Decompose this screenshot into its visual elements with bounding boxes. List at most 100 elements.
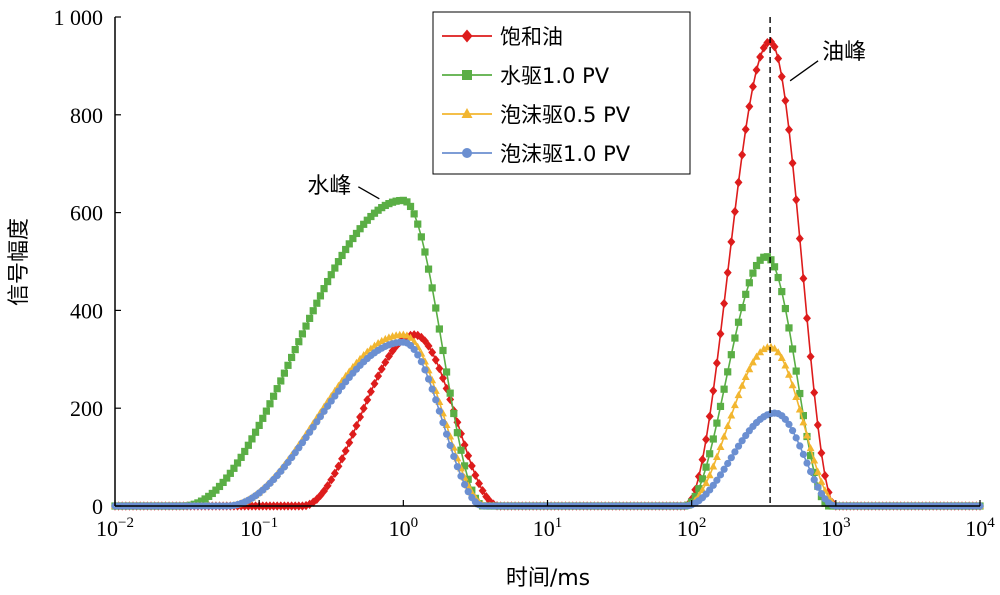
legend-box <box>432 11 691 175</box>
data-point <box>241 447 249 456</box>
data-point <box>727 411 736 419</box>
data-point <box>421 248 429 256</box>
data-point <box>788 381 797 389</box>
data-point <box>709 386 718 396</box>
data-point <box>342 245 350 254</box>
data-point <box>796 442 804 450</box>
data-point <box>720 385 728 393</box>
data-point <box>730 206 739 217</box>
x-tick-label: 101 <box>533 515 563 541</box>
data-point <box>803 459 811 467</box>
data-point <box>251 428 260 436</box>
data-point <box>756 256 764 264</box>
data-point <box>745 101 754 112</box>
x-axis-title: 时间/ms <box>506 566 590 591</box>
data-point <box>377 336 386 345</box>
data-point <box>302 322 310 330</box>
data-point <box>724 459 732 468</box>
data-point <box>352 229 361 238</box>
data-point <box>817 490 826 498</box>
data-point <box>803 431 811 439</box>
data-point <box>759 43 768 53</box>
data-point <box>208 489 216 498</box>
data-point <box>738 381 747 389</box>
data-point <box>738 150 747 160</box>
data-point <box>795 233 804 244</box>
data-point <box>323 481 332 491</box>
data-point <box>327 475 336 485</box>
data-point <box>244 441 252 449</box>
data-point <box>424 375 433 383</box>
data-point <box>313 418 321 426</box>
data-point <box>781 304 789 313</box>
data-point <box>691 485 700 495</box>
x-tick-label: 10−2 <box>96 515 134 541</box>
data-point <box>734 442 743 450</box>
data-point <box>432 396 440 404</box>
data-point <box>799 411 807 420</box>
data-point <box>774 53 783 64</box>
data-point <box>334 461 343 471</box>
data-point <box>720 465 728 473</box>
data-point <box>384 351 393 361</box>
data-point <box>233 459 242 467</box>
data-point <box>464 451 473 461</box>
data-point <box>482 491 491 502</box>
data-point <box>316 412 325 421</box>
data-point <box>205 492 213 500</box>
data-point <box>356 225 364 233</box>
data-point <box>770 263 779 271</box>
data-point <box>215 482 224 491</box>
data-point <box>431 355 440 365</box>
data-point <box>792 392 801 400</box>
data-point <box>298 439 307 447</box>
data-point <box>752 352 761 360</box>
series-4 <box>111 338 984 510</box>
y-tick-label: 200 <box>70 396 103 421</box>
data-point <box>713 419 721 427</box>
data-point <box>813 420 822 430</box>
series-line <box>115 199 980 507</box>
annotation-leader <box>789 60 819 82</box>
data-point <box>756 52 765 62</box>
data-point <box>403 198 411 206</box>
data-point <box>381 201 389 210</box>
data-point <box>320 407 328 415</box>
data-point <box>345 437 354 448</box>
data-point <box>702 463 710 471</box>
legend-entry: 水驱1.0 PV <box>442 64 610 88</box>
data-point <box>324 277 332 286</box>
data-point <box>377 364 386 374</box>
data-point <box>399 196 407 204</box>
data-point <box>370 341 379 349</box>
data-point <box>705 411 714 422</box>
data-point <box>767 256 775 264</box>
data-point <box>421 366 429 374</box>
data-point <box>788 427 797 435</box>
legend-entry: 泡沫驱1.0 PV <box>442 142 631 166</box>
data-point <box>439 346 447 355</box>
data-point <box>785 324 793 332</box>
data-point <box>406 333 415 341</box>
data-point <box>273 385 281 393</box>
data-point <box>410 345 418 354</box>
data-point <box>306 428 314 436</box>
data-point <box>781 415 789 423</box>
data-point <box>453 463 461 471</box>
y-axis-title: 信号幅度 <box>7 218 32 306</box>
ticks: 0 200 400 600 800 1 000 10−2 10−1 100 101 102 103 10… <box>54 5 996 541</box>
data-point <box>385 200 393 208</box>
data-point <box>702 478 711 487</box>
data-point <box>709 481 717 489</box>
data-point <box>363 395 372 405</box>
series-line <box>115 334 980 507</box>
data-point <box>298 330 307 338</box>
data-point <box>291 345 299 354</box>
data-point <box>727 351 735 359</box>
data-point <box>338 454 347 464</box>
data-point <box>288 353 296 362</box>
data-point <box>716 442 725 450</box>
data-point <box>363 216 371 224</box>
data-point <box>266 400 274 408</box>
data-point <box>414 351 422 359</box>
